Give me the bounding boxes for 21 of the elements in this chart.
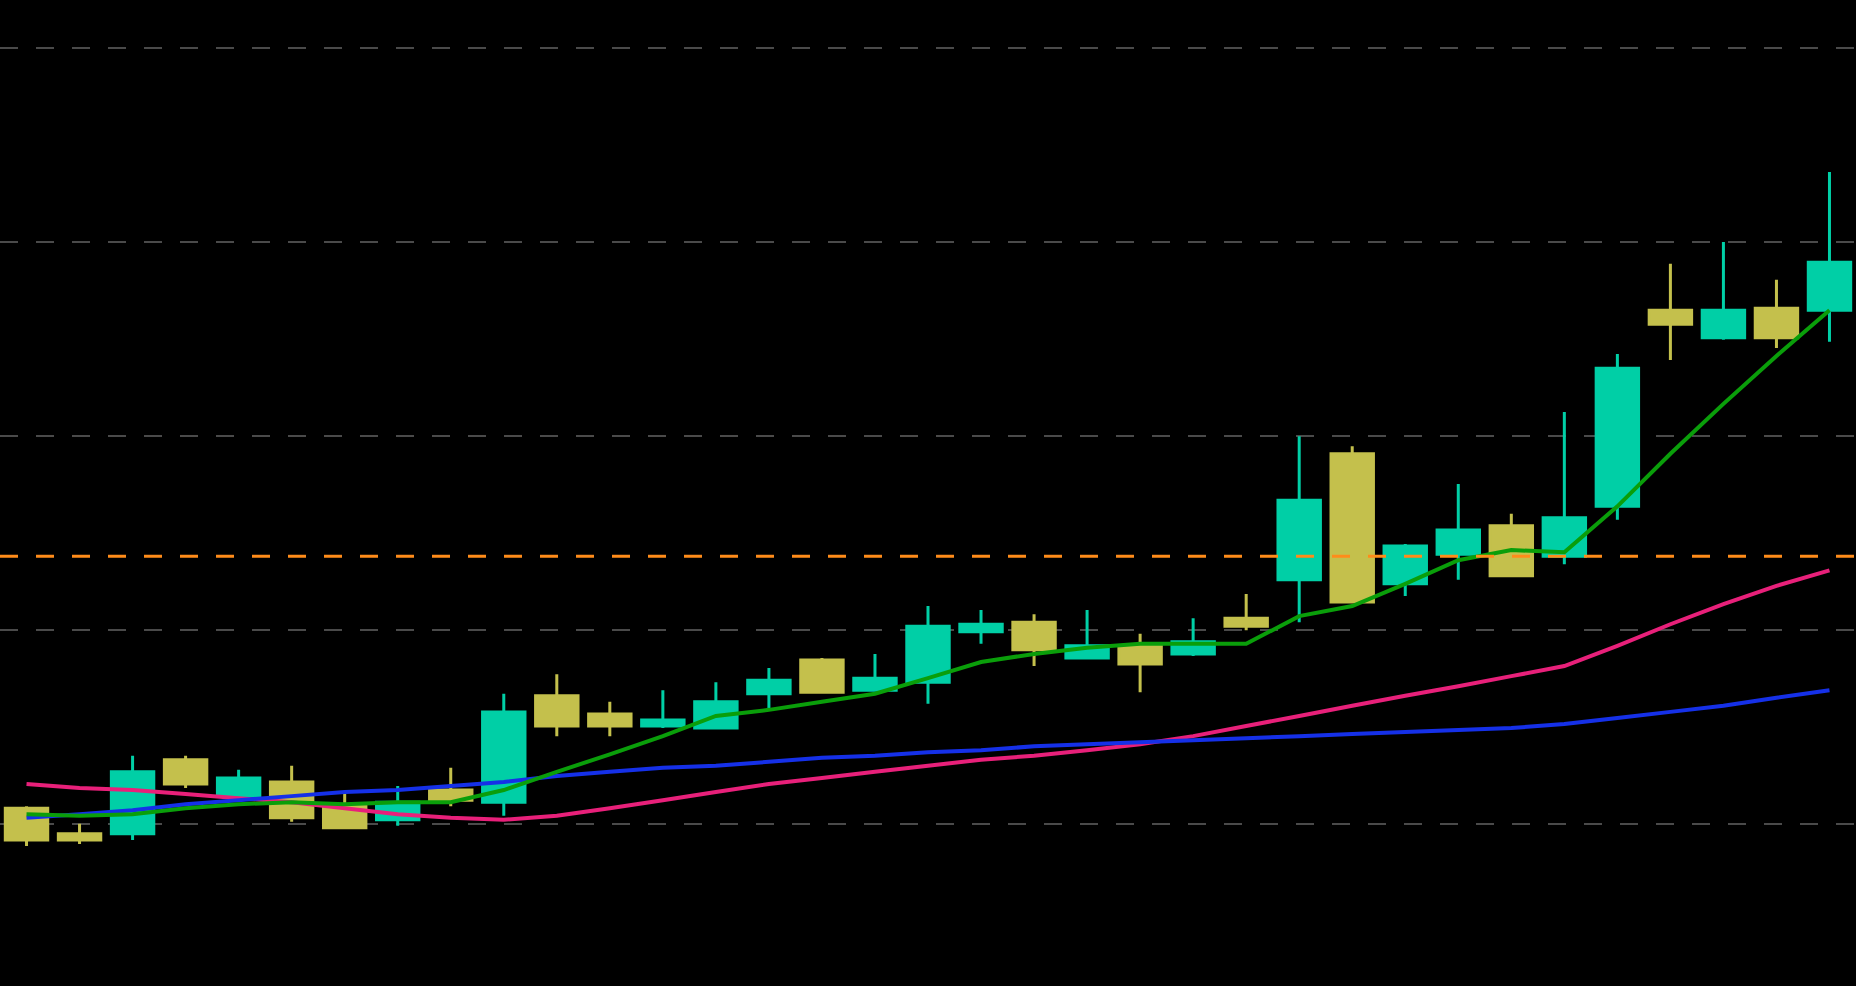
candlestick — [1594, 352, 1641, 522]
candlestick — [481, 692, 527, 818]
candlestick — [1753, 278, 1800, 350]
candlestick — [746, 666, 792, 712]
candlestick — [1117, 632, 1163, 694]
candlestick — [905, 604, 951, 706]
candlestick — [162, 754, 209, 790]
candlestick — [1329, 444, 1375, 604]
candlestick — [1647, 262, 1694, 362]
candlestick — [1435, 482, 1481, 582]
candlestick — [1700, 240, 1747, 342]
candlestick — [640, 688, 686, 730]
candlestick — [958, 608, 1004, 646]
candlestick — [1806, 170, 1853, 344]
candlestick — [587, 700, 633, 738]
candlestick — [799, 656, 845, 696]
candlestick — [1276, 434, 1322, 624]
candlestick — [1011, 612, 1057, 668]
candlestick — [56, 822, 103, 846]
candlestick — [534, 672, 580, 738]
candlestick — [1223, 592, 1269, 632]
